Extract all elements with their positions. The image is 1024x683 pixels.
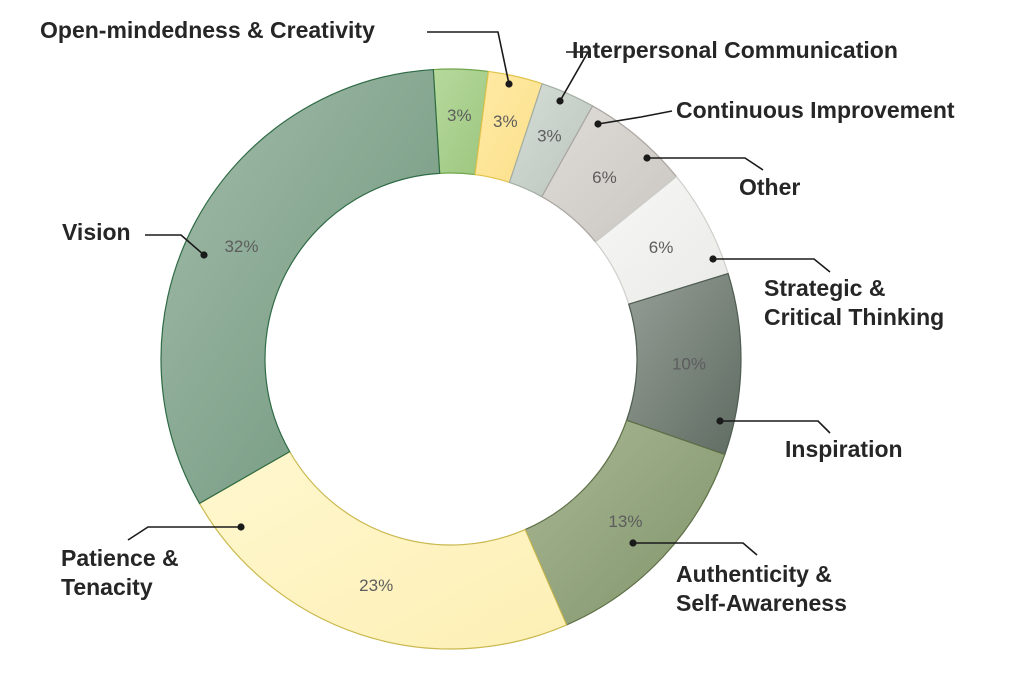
leader-dot: [556, 97, 564, 105]
slice-value-label: 32%: [224, 237, 258, 256]
leader-dot: [716, 417, 724, 425]
slice-value-label: 6%: [592, 168, 617, 187]
leader-dot: [237, 523, 245, 531]
slice-value-label: 3%: [493, 112, 518, 131]
slice-value-label: 23%: [359, 576, 393, 595]
leader-dot: [709, 255, 717, 263]
slice-value-label: 3%: [447, 106, 472, 125]
leader-line: [713, 258, 831, 273]
leader-line: [720, 420, 831, 434]
leader-line: [427, 31, 510, 85]
callout-label: Strategic & Critical Thinking: [764, 275, 944, 330]
callout-label: Patience & Tenacity: [61, 545, 179, 600]
slice-vision: [160, 68, 441, 505]
slice-value-label: 3%: [537, 127, 562, 146]
callout-label: Continuous Improvement: [676, 97, 955, 123]
callout-label: Authenticity & Self-Awareness: [676, 561, 847, 616]
callout-label: Open-mindedness & Creativity: [40, 17, 375, 43]
slice-value-label: 6%: [649, 238, 674, 257]
callout-label: Interpersonal Communication: [572, 37, 898, 63]
leader-line: [127, 526, 241, 541]
leader-line: [559, 51, 590, 102]
callout-label: Inspiration: [785, 436, 903, 462]
leader-dot: [200, 251, 208, 259]
leader-dot: [505, 80, 513, 88]
leader-line: [597, 110, 673, 125]
leader-dot: [594, 120, 602, 128]
callout-label: Vision: [62, 219, 131, 245]
slice-value-labels: 3% 3% 3% 6% 6% 10% 13% 23% 32%: [224, 106, 706, 595]
callout-labels: Open-mindedness & Creativity Interpersona…: [40, 17, 955, 616]
leader-dot: [643, 154, 651, 162]
slice-value-label: 13%: [608, 512, 642, 531]
callout-label: Other: [739, 174, 800, 200]
leader-line: [647, 157, 764, 171]
leader-line: [633, 542, 758, 556]
donut-slices: [160, 68, 742, 650]
leader-dot: [629, 539, 637, 547]
slice-value-label: 10%: [672, 354, 706, 373]
slice-patience-tenacity: [198, 450, 568, 650]
leader-line: [145, 234, 205, 256]
